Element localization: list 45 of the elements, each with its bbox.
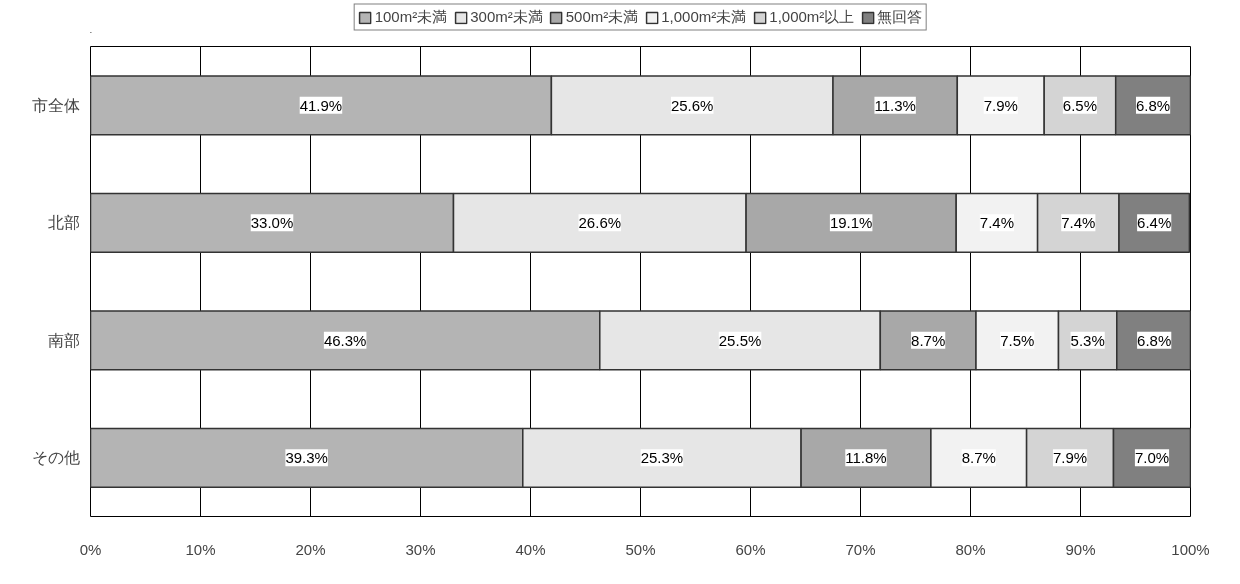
data-label: 6.5%	[1062, 96, 1098, 114]
data-label: 46.3%	[323, 331, 367, 349]
data-label: 7.4%	[1061, 214, 1096, 232]
data-label: 7.4%	[979, 214, 1015, 232]
data-label: 11.3%	[874, 96, 916, 114]
data-label: 39.3%	[285, 449, 328, 467]
y-tick-label: その他	[31, 449, 80, 467]
legend-label: 100m²未満	[374, 7, 448, 27]
legend-label: 1,000m²以上	[769, 7, 855, 27]
x-tick-label: 30%	[405, 540, 436, 558]
data-label: 41.9%	[299, 96, 343, 114]
data-label: 6.4%	[1137, 214, 1172, 232]
legend-label: 1,000m²未満	[661, 7, 747, 27]
x-tick-label: 20%	[295, 540, 326, 558]
data-label: 33.0%	[250, 214, 294, 232]
data-label: 11.8%	[845, 449, 887, 467]
data-label: 19.1%	[829, 214, 873, 232]
data-label: 7.5%	[1000, 331, 1035, 349]
legend-label: 無回答	[877, 7, 923, 27]
x-tick-label: 40%	[515, 540, 546, 558]
data-label: 25.3%	[640, 449, 684, 467]
x-tick-label: 0%	[79, 540, 102, 558]
x-tick-label: 70%	[845, 540, 876, 558]
x-tick-label: 10%	[185, 540, 216, 558]
y-tick-label: 市全体	[31, 96, 80, 114]
x-tick-label: 50%	[625, 540, 656, 558]
data-label: 7.9%	[1052, 449, 1088, 467]
data-label: 8.7%	[961, 449, 996, 467]
legend-label: 300m²未満	[470, 7, 543, 27]
legend-label: 500m²未満	[565, 7, 639, 27]
data-label: 25.6%	[670, 96, 714, 114]
y-tick-label: 南部	[47, 331, 80, 349]
data-label: 7.9%	[983, 96, 1018, 114]
data-label: 6.8%	[1137, 331, 1172, 349]
data-label: 8.7%	[911, 331, 946, 349]
data-label: 6.8%	[1136, 96, 1171, 114]
x-tick-label: 80%	[955, 540, 986, 558]
data-label: 25.5%	[718, 331, 762, 349]
data-label: 5.3%	[1070, 331, 1105, 349]
data-label: 7.0%	[1134, 449, 1170, 467]
x-tick-label: 100%	[1171, 540, 1210, 558]
y-tick-label: 北部	[47, 214, 80, 232]
data-label: 26.6%	[578, 214, 622, 232]
x-tick-label: 60%	[735, 540, 766, 558]
x-tick-label: 90%	[1065, 540, 1096, 558]
